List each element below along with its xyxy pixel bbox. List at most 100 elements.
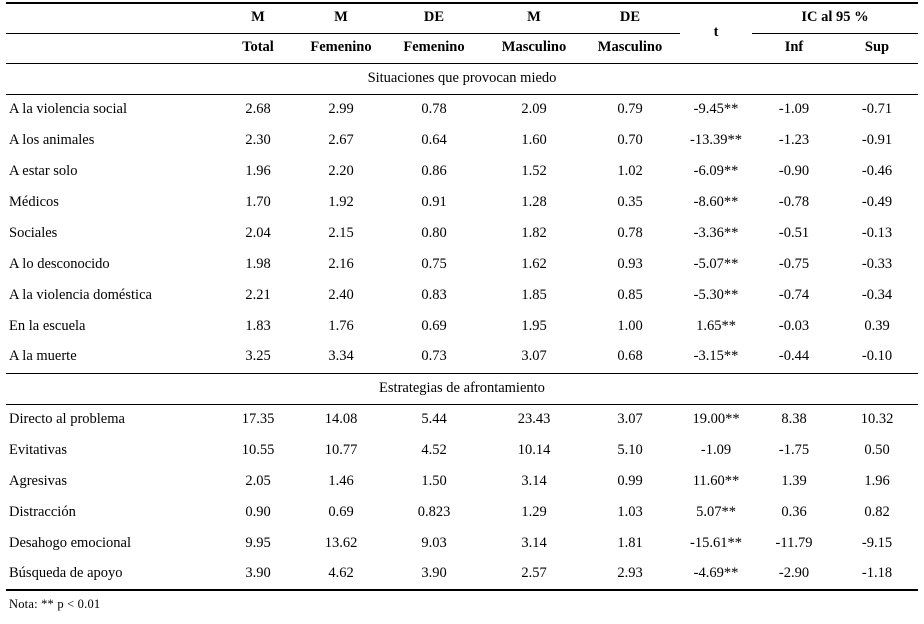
table-row: A estar solo 1.96 2.20 0.86 1.52 1.02 -6.09** -… [6,156,918,187]
header-row-2: Total Femenino Femenino Masculino Mascul… [6,33,918,64]
cell-de-femenino: 3.90 [380,559,488,591]
cell-ic-sup: 0.50 [864,441,890,458]
cell-m-femenino: 4.62 [302,559,380,591]
cell-ic-sup: -9.15 [861,534,893,551]
cell-de-masculino: 0.79 [617,100,643,117]
cell-de-masculino: 1.81 [617,534,643,551]
cell-m-total: 17.35 [241,410,275,427]
cell-m-masculino: 2.09 [521,100,547,117]
cell-m-total: 3.25 [214,342,302,374]
subheader-masculino-de: Masculino [580,33,680,64]
table-body: Situaciones que provocan miedo A la viole… [6,63,918,591]
cell-de-masculino: 1.03 [617,503,643,520]
table-row: Agresivas 2.05 1.46 1.50 3.14 0.99 11.60** 1.39… [6,466,918,497]
table-row: Sociales 2.04 2.15 0.80 1.82 0.78 -3.36** -0.51… [6,218,918,249]
cell-de-masculino: 0.35 [617,193,643,210]
cell-de-femenino: 5.44 [421,410,447,427]
cell-t: -15.61** [690,534,742,551]
cell-de-femenino: 0.91 [421,193,447,210]
cell-m-masculino: 1.60 [521,131,547,148]
row-label: Agresivas [9,472,67,489]
cell-m-femenino: 2.99 [328,100,354,117]
table-row: En la escuela 1.83 1.76 0.69 1.95 1.00 1.65** -… [6,311,918,342]
table-row: Evitativas 10.55 10.77 4.52 10.14 5.10 -1.09 -1… [6,435,918,466]
cell-ic-sup: 0.82 [864,503,890,520]
cell-de-femenino: 1.50 [421,472,447,489]
cell-m-total: 2.30 [245,131,271,148]
cell-m-femenino: 14.08 [324,410,358,427]
cell-m-femenino: 0.69 [328,503,354,520]
cell-t: 5.07** [696,503,736,520]
cell-t: -13.39** [690,131,742,148]
cell-m-femenino: 13.62 [324,534,358,551]
cell-t: -3.15** [680,342,752,374]
cell-t: -4.69** [680,559,752,591]
header-m-femenino: M [302,3,380,34]
header-ic-95: IC al 95 % [752,3,918,34]
row-label: Directo al problema [9,410,125,427]
table-row: A la muerte 3.25 3.34 0.73 3.07 0.68 -3.15** -0… [6,342,918,374]
row-label: En la escuela [9,317,86,334]
cell-m-masculino: 1.82 [521,224,547,241]
cell-de-femenino: 9.03 [421,534,447,551]
cell-m-femenino: 1.92 [328,193,354,210]
cell-m-total: 10.55 [241,441,275,458]
table-row: A lo desconocido 1.98 2.16 0.75 1.62 0.93 -5.0… [6,249,918,280]
cell-de-femenino: 0.823 [417,503,451,520]
subheader-femenino-m: Femenino [302,33,380,64]
header-row-1: M M DE M DE t IC al 95 % [6,3,918,64]
cell-m-femenino: 2.40 [328,286,354,303]
row-label: Desahogo emocional [9,534,132,551]
row-label: Sociales [9,224,58,241]
cell-m-masculino: 1.85 [521,286,547,303]
cell-ic-inf: -1.09 [778,100,810,117]
cell-ic-sup: -0.33 [861,255,893,272]
cell-m-masculino: 1.29 [521,503,547,520]
cell-de-masculino: 3.07 [617,410,643,427]
cell-m-total: 2.04 [245,224,271,241]
header-m-masculino: M [488,3,580,34]
cell-m-femenino: 2.67 [328,131,354,148]
cell-m-femenino: 2.15 [328,224,354,241]
cell-m-total: 2.21 [245,286,271,303]
cell-de-masculino: 0.93 [617,255,643,272]
cell-de-masculino: 5.10 [617,441,643,458]
cell-ic-sup: -0.13 [861,224,893,241]
cell-ic-inf: -1.75 [778,441,810,458]
cell-t: -6.09** [693,162,739,179]
table-row: Directo al problema 17.35 14.08 5.44 23.43 3.… [6,404,918,435]
statistics-table: M M DE M DE t IC al 95 % Total Femenino … [6,2,918,591]
cell-m-total: 1.83 [245,317,271,334]
cell-m-masculino: 1.52 [521,162,547,179]
cell-de-femenino: 0.80 [421,224,447,241]
header-m-total: M [214,3,302,34]
row-label: Médicos [9,193,59,210]
cell-de-femenino: 0.86 [421,162,447,179]
section-title: Situaciones que provocan miedo [6,63,918,95]
row-label: Evitativas [9,441,67,458]
cell-ic-sup: 10.32 [860,410,894,427]
cell-ic-sup: -1.18 [836,559,918,591]
subheader-total: Total [214,33,302,64]
subheader-femenino-de: Femenino [380,33,488,64]
cell-t: -3.36** [693,224,739,241]
cell-ic-sup: -0.91 [861,131,893,148]
cell-de-femenino: 0.83 [421,286,447,303]
cell-de-masculino: 0.99 [617,472,643,489]
table-row: Distracción 0.90 0.69 0.823 1.29 1.03 5.07** 0.… [6,497,918,528]
cell-ic-inf: -0.74 [778,286,810,303]
cell-ic-inf: -2.90 [752,559,836,591]
cell-ic-inf: 1.39 [781,472,807,489]
cell-ic-sup: 1.96 [864,472,890,489]
cell-m-femenino: 1.46 [328,472,354,489]
cell-m-total: 1.98 [245,255,271,272]
section-title: Estrategias de afrontamiento [6,373,918,405]
cell-t: -5.30** [693,286,739,303]
cell-m-femenino: 1.76 [328,317,354,334]
cell-t: 11.60** [692,472,740,489]
cell-de-femenino: 0.73 [380,342,488,374]
cell-m-masculino: 10.14 [517,441,551,458]
cell-de-masculino: 0.70 [617,131,643,148]
cell-m-total: 1.96 [245,162,271,179]
table-row: A la violencia social 2.68 2.99 0.78 2.09 0.7… [6,94,918,125]
